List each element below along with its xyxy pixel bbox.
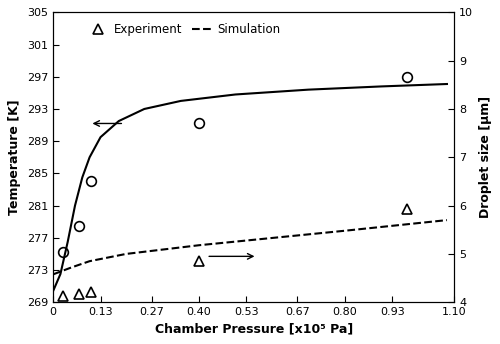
- Legend: Experiment, Simulation: Experiment, Simulation: [83, 18, 286, 41]
- X-axis label: Chamber Pressure [x10⁵ Pa]: Chamber Pressure [x10⁵ Pa]: [154, 323, 353, 336]
- Y-axis label: Temperature [K]: Temperature [K]: [8, 99, 22, 215]
- Y-axis label: Droplet size [μm]: Droplet size [μm]: [478, 96, 492, 218]
